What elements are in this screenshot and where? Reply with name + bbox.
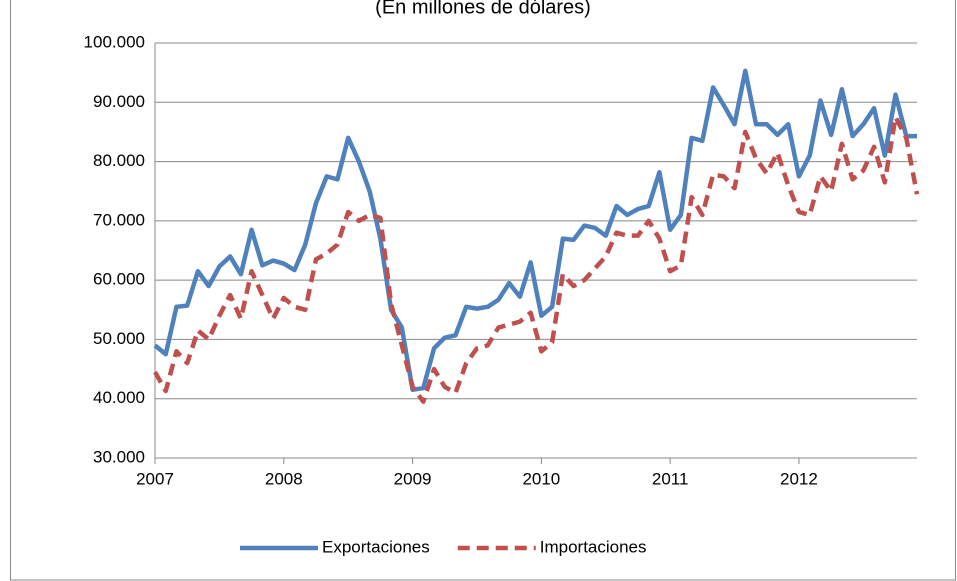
chart-subtitle: (En millones de dólares) — [375, 0, 591, 18]
legend-label: Importaciones — [540, 537, 647, 556]
x-tick-label: 2010 — [522, 469, 560, 488]
x-tick-label: 2009 — [394, 469, 432, 488]
y-tick-label: 90.000 — [93, 92, 145, 111]
series-line — [153, 114, 920, 404]
y-tick-label: 60.000 — [93, 270, 145, 289]
y-tick-label: 50.000 — [93, 329, 145, 348]
x-tick-label: 2011 — [652, 469, 689, 488]
series-line — [153, 68, 917, 393]
x-tick-label: 2007 — [136, 469, 174, 488]
x-tick-label: 2012 — [780, 469, 818, 488]
y-tick-label: 40.000 — [93, 388, 145, 407]
y-tick-label: 80.000 — [93, 151, 145, 170]
y-tick-label: 100.000 — [84, 32, 145, 51]
y-tick-label: 70.000 — [93, 210, 145, 229]
chart-frame — [10, 0, 956, 581]
x-tick-label: 2008 — [265, 469, 303, 488]
y-tick-label: 30.000 — [93, 447, 145, 466]
legend-label: Exportaciones — [322, 537, 430, 556]
